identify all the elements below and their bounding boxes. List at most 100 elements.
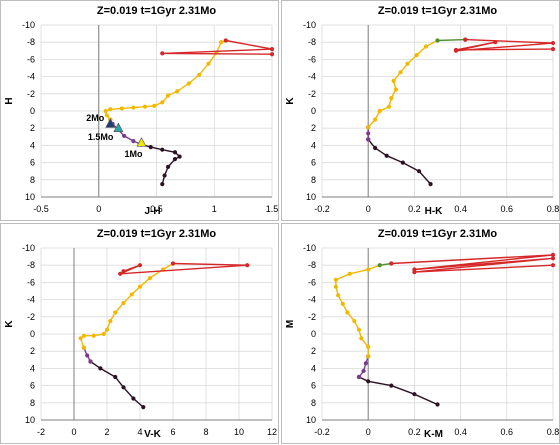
y-tick-label: -6 (308, 277, 316, 287)
y-tick-label: -4 (27, 295, 35, 305)
data-point (400, 160, 405, 165)
y-tick-label: 0 (311, 329, 316, 339)
data-point (359, 336, 364, 341)
series-line-1 (358, 356, 369, 378)
chart-svg-hk: Z=0.019 t=1Gyr 2.31Mo -10 -8 -6 -4 -2 0 2 4 6 8 10 -… (285, 5, 560, 217)
chart-title: Z=0.019 t=1Gyr 2.31Mo (378, 228, 498, 240)
series-line-4 (455, 38, 554, 52)
mass-marker-label: 2Mo (86, 113, 105, 123)
mass-marker (105, 118, 116, 128)
series-line-3 (437, 38, 466, 42)
y-tick-label: 4 (30, 140, 35, 150)
data-point (175, 89, 180, 94)
x-axis-label: J-H (144, 206, 160, 217)
data-point (160, 51, 165, 56)
data-point (81, 345, 87, 350)
x-tick-label: 0.2 (408, 427, 421, 437)
data-point (186, 81, 191, 86)
data-point (137, 263, 143, 268)
data-point (435, 402, 440, 407)
data-point (170, 261, 176, 266)
series-line-0 (358, 376, 438, 406)
x-axis-label: K-M (424, 429, 443, 440)
x-tick-label: 0 (366, 204, 371, 214)
data-point (333, 277, 338, 282)
x-tick-label: 0.6 (501, 204, 514, 214)
x-tick-label: 6 (170, 427, 175, 437)
data-point (131, 139, 136, 144)
data-point (152, 103, 157, 108)
data-point (118, 271, 123, 276)
y-tick-label: 6 (30, 381, 35, 391)
y-tick-label: 4 (311, 140, 316, 150)
data-point (245, 263, 250, 268)
chart-panel-hk: Z=0.019 t=1Gyr 2.31Mo -10 -8 -6 -4 -2 0 2 4 6 8 10 -… (281, 0, 560, 221)
y-tick-label: 6 (311, 158, 316, 168)
data-point (91, 333, 96, 338)
x-tick-label: 0.8 (547, 204, 560, 214)
data-point (162, 173, 167, 178)
x-tick-label: 0.8 (547, 427, 560, 437)
mass-marker-label: 1Mo (124, 149, 143, 159)
data-point (463, 37, 468, 42)
data-point (356, 327, 362, 332)
y-tick-label: 10 (306, 192, 316, 202)
data-point (550, 263, 556, 268)
data-point (398, 70, 403, 75)
x-tick-label: 0.4 (454, 204, 467, 214)
y-tick-label: 8 (30, 398, 35, 408)
data-point (347, 271, 352, 276)
x-axis-label: H-K (425, 206, 444, 217)
chart-svg-jh: Z=0.019 t=1Gyr 2.31Mo-10-8-6-4-20246810-… (4, 5, 278, 217)
x-tick-label: 10 (234, 427, 244, 437)
data-point (416, 169, 422, 174)
chart-panel-jh: Z=0.019 t=1Gyr 2.31Mo -10 -8 -6 -4 -2 0 2 4 6 8 10-… (0, 0, 279, 221)
x-tick-label: 0 (96, 204, 101, 214)
data-point (412, 269, 417, 275)
data-point (160, 182, 165, 187)
mass-marker (113, 122, 124, 132)
data-point (103, 108, 108, 114)
chart-title: Z=0.019 t=1Gyr 2.31Mo (378, 5, 498, 17)
series-line-2 (335, 264, 381, 357)
data-point (377, 263, 382, 268)
data-point (104, 327, 110, 332)
data-point (142, 104, 148, 109)
data-point (453, 47, 459, 53)
y-tick-label: 2 (311, 346, 316, 356)
data-point (373, 117, 378, 122)
data-point (119, 106, 124, 111)
data-point (206, 61, 211, 66)
chart-svg-km: Z=0.019 t=1Gyr 2.31Mo -10 -8 -6 -4 -2 0 2 4 6 8 10 -… (285, 228, 560, 440)
series-line-0 (367, 138, 432, 185)
y-tick-label: -2 (308, 89, 316, 99)
data-point (386, 104, 392, 109)
x-tick-label: -0.2 (314, 204, 330, 214)
chart-panel-km: Z=0.019 t=1Gyr 2.31Mo -10 -8 -6 -4 -2 0 2 4 6 8 10 -… (281, 223, 560, 444)
data-point (81, 333, 87, 338)
data-point (333, 284, 338, 289)
data-point (391, 78, 396, 84)
data-point (197, 72, 202, 77)
data-point (131, 396, 136, 401)
data-point (412, 392, 417, 397)
y-tick-label: -10 (303, 243, 316, 253)
data-point (366, 354, 371, 359)
x-tick-label: 1 (212, 204, 217, 214)
data-point (147, 276, 152, 281)
data-point (172, 150, 178, 155)
y-tick-label: 0 (311, 106, 316, 116)
x-tick-label: -2 (37, 427, 45, 437)
x-tick-label: -0.5 (33, 204, 49, 214)
series-line-3 (162, 39, 273, 55)
data-point (141, 405, 146, 410)
data-point (352, 319, 357, 324)
data-point (550, 46, 556, 52)
data-point (435, 38, 440, 43)
y-tick-label: -8 (308, 260, 316, 270)
data-point (78, 336, 83, 341)
data-point (177, 154, 182, 159)
chart-svg-vk: Z=0.019 t=1Gyr 2.31Mo-10-8-6-4-20246810-… (4, 228, 277, 440)
y-tick-label: 2 (311, 123, 316, 133)
data-point (223, 38, 228, 43)
